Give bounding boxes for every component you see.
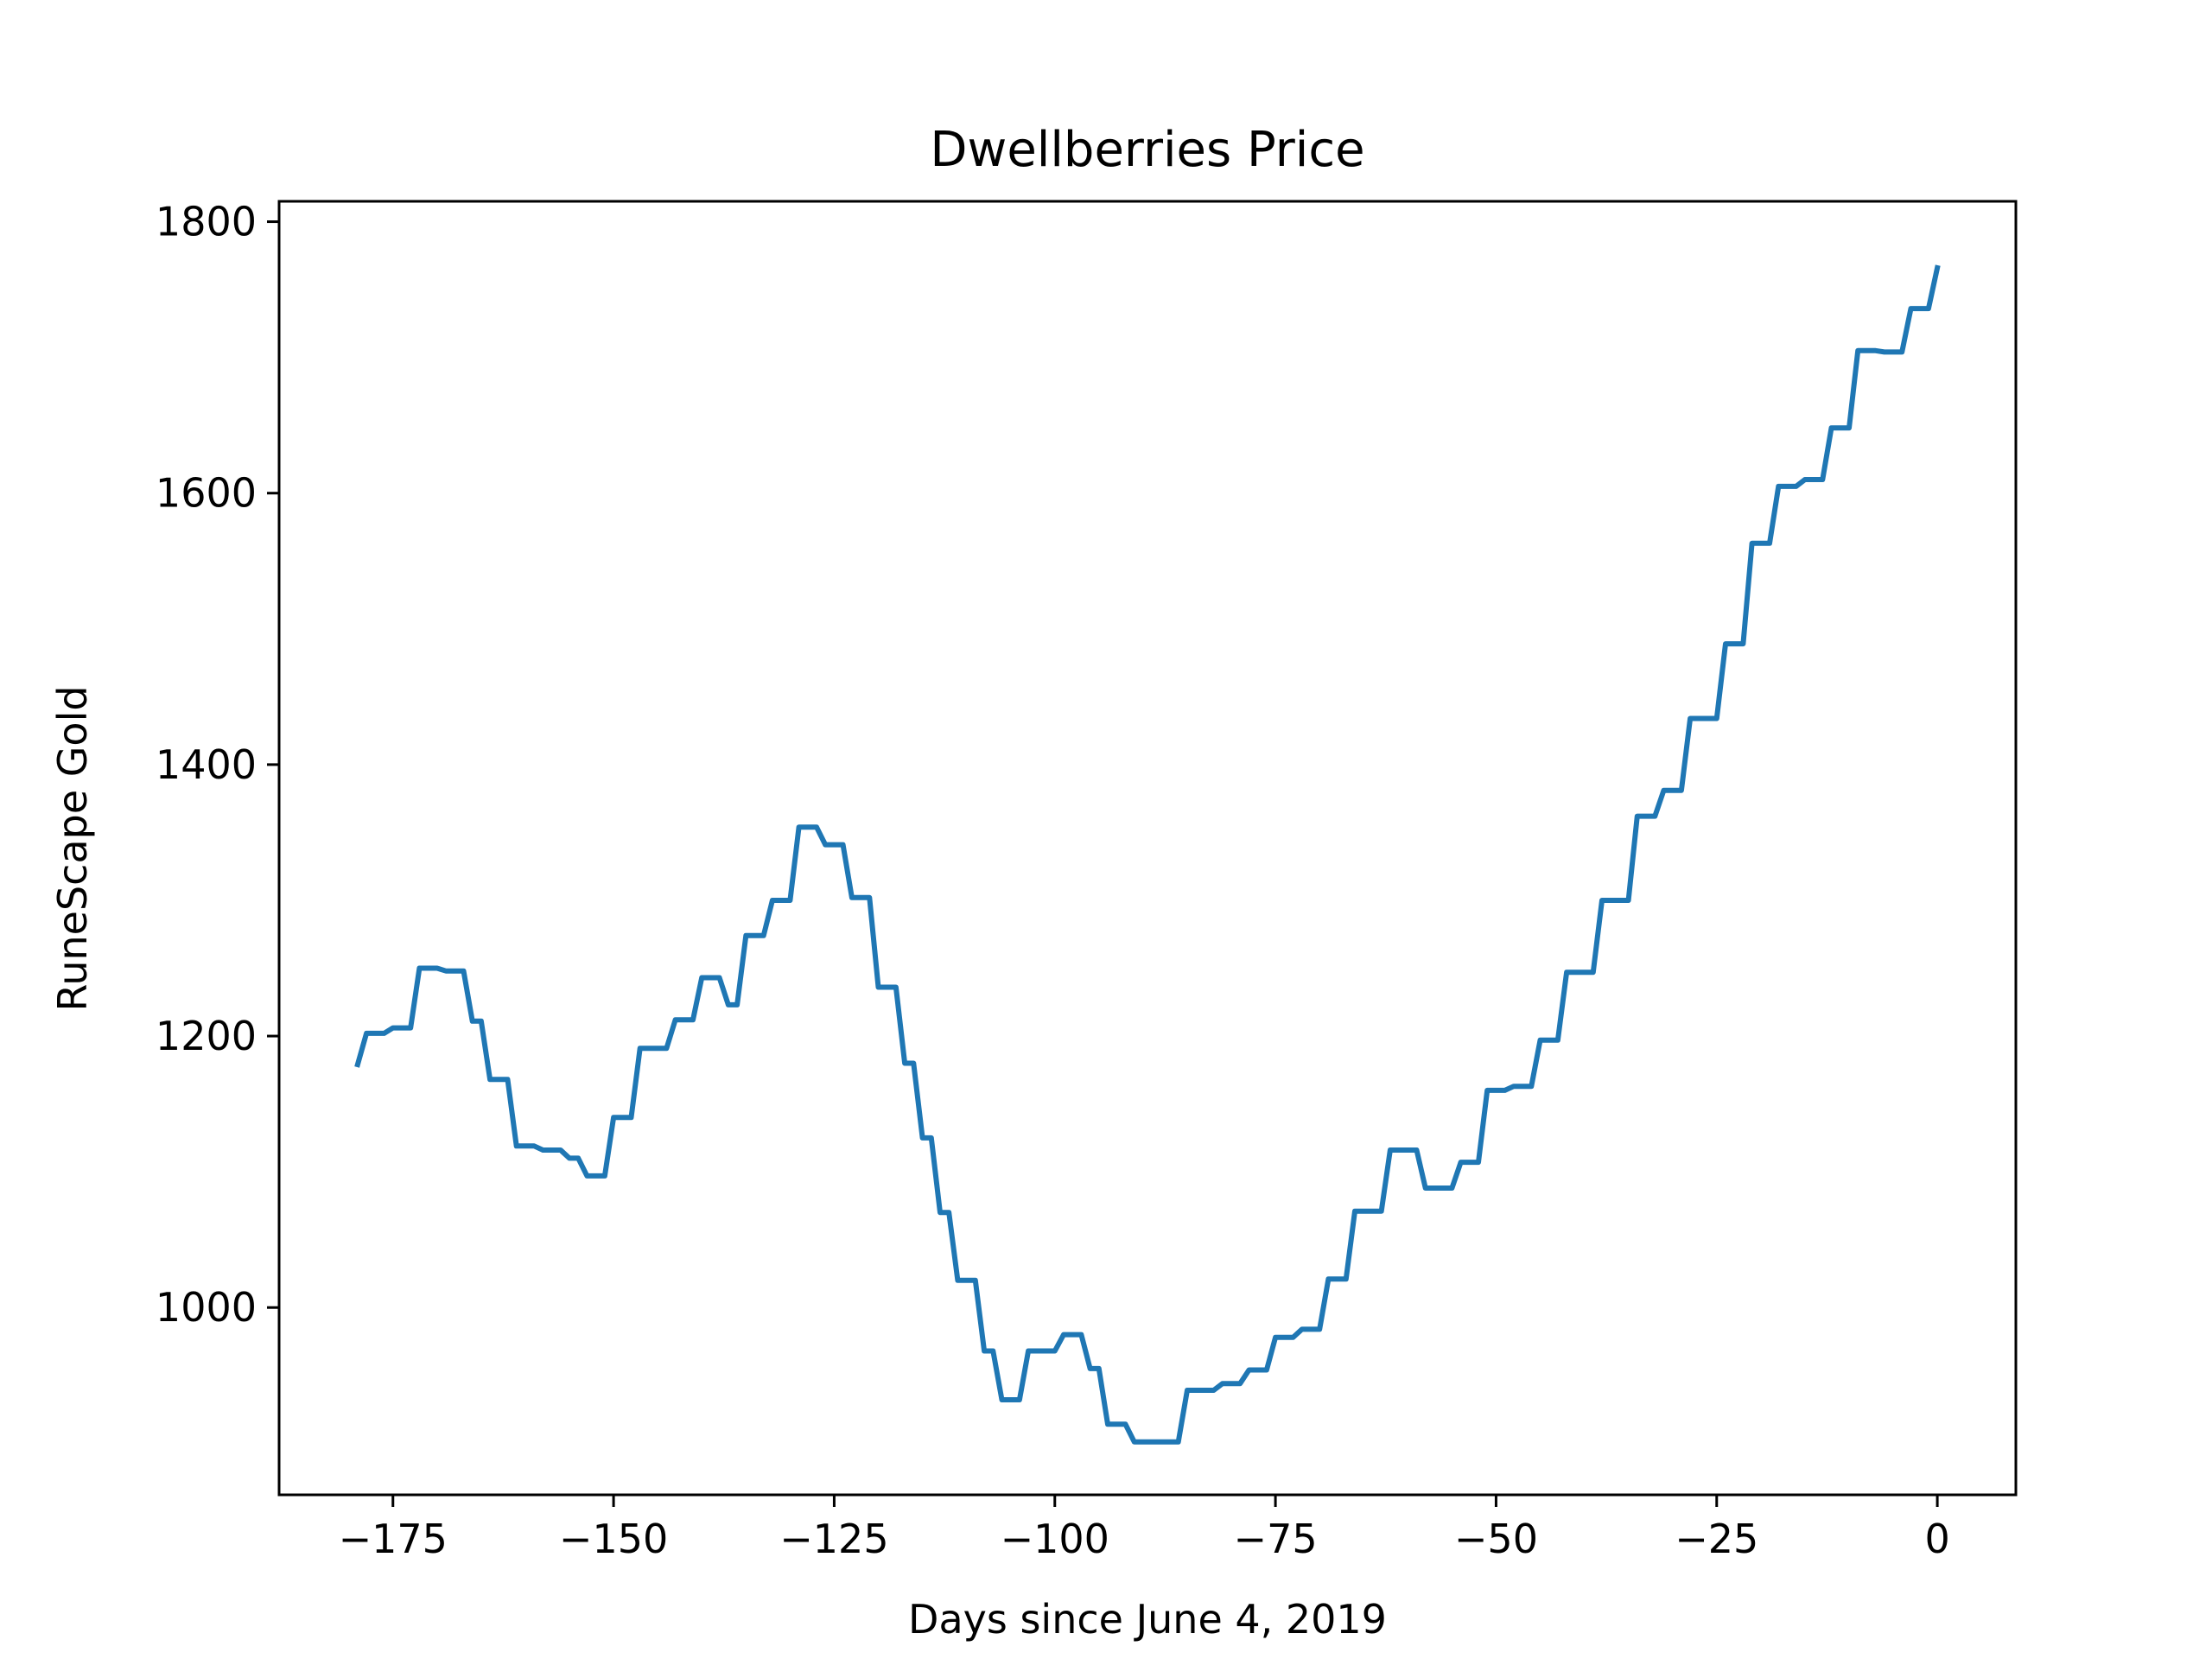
y-tick-label: 1000 xyxy=(156,1284,257,1331)
y-tick-label: 1600 xyxy=(156,470,257,517)
x-tick-label: −25 xyxy=(1675,1516,1758,1562)
x-tick-label: −125 xyxy=(779,1516,888,1562)
price-line-series xyxy=(354,264,1941,1445)
x-tick-label: −75 xyxy=(1234,1516,1318,1562)
y-tick-label: 1800 xyxy=(156,199,257,245)
x-axis-ticks: −175 −150 −125 −100 −75 −50 −25 0 xyxy=(339,1495,1950,1562)
x-tick-label: 0 xyxy=(1924,1516,1949,1562)
y-axis-label: RuneScape Gold xyxy=(49,685,96,1011)
plot-area xyxy=(354,264,1941,1445)
x-tick-label: −150 xyxy=(559,1516,668,1562)
y-tick-label: 1200 xyxy=(156,1013,257,1059)
y-axis-ticks: 1000 1200 1400 1600 1800 xyxy=(156,199,279,1331)
x-tick-label: −175 xyxy=(339,1516,448,1562)
x-tick-label: −100 xyxy=(1001,1516,1109,1562)
x-tick-label: −50 xyxy=(1454,1516,1538,1562)
chart-title: Dwellberries Price xyxy=(930,122,1364,178)
axes-frame xyxy=(277,200,2018,1497)
x-axis-label: Days since June 4, 2019 xyxy=(908,1596,1387,1643)
y-tick-label: 1400 xyxy=(156,741,257,788)
